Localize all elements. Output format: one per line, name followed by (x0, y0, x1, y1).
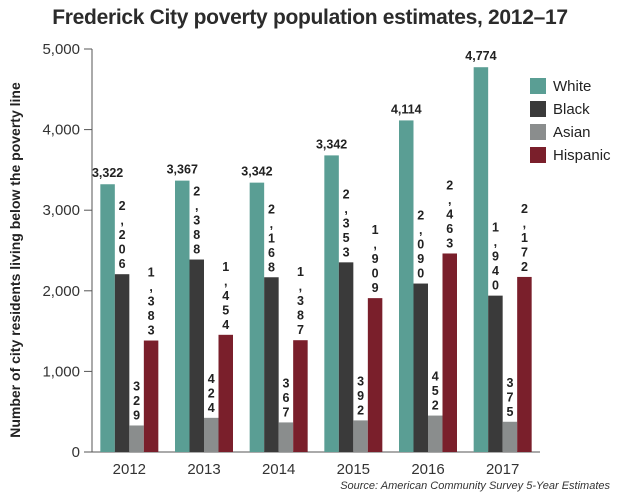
bar-black (189, 259, 204, 452)
bar-black (338, 262, 354, 452)
x-tick-label: 2013 (187, 461, 220, 478)
legend: White Black Asian Hispanic (530, 78, 611, 164)
legend-label: Hispanic (553, 147, 611, 164)
x-tick-label: 2015 (337, 461, 370, 478)
legend-label: White (553, 78, 591, 95)
bar-hispanic (143, 340, 159, 452)
legend-swatch-hispanic (530, 147, 546, 163)
y-axis: 0 1,000 2,000 3,000 4,000 5,000 (42, 41, 93, 461)
data-label: 3,367 (167, 163, 198, 177)
bar-asian (502, 421, 518, 452)
bar-asian (204, 417, 219, 452)
data-label: 4,114 (391, 102, 422, 116)
legend-label: Asian (553, 124, 591, 141)
bar-series-group (100, 67, 532, 453)
y-tick-label: 0 (72, 444, 80, 461)
bar-white (249, 182, 265, 452)
bar-hispanic (442, 253, 457, 452)
bar-white (473, 67, 489, 452)
bar-asian (353, 420, 368, 452)
x-axis: 2012 2013 2014 2015 2016 2017 (92, 451, 540, 478)
data-label: 3,342 (316, 137, 347, 151)
legend-swatch-white (530, 78, 546, 94)
bar-hispanic (367, 298, 383, 452)
y-tick-label: 3,000 (42, 202, 80, 219)
data-label: 3,322 (92, 166, 123, 180)
x-tick-label: 2017 (486, 461, 519, 478)
x-tick-label: 2012 (113, 461, 146, 478)
legend-label: Black (553, 101, 590, 118)
bar-asian (428, 415, 443, 452)
bar-black (114, 274, 130, 452)
y-tick-label: 4,000 (42, 122, 80, 139)
data-label-group: 3,322 2, 2 0 6 3 2 9 1, 3 8 3 3,367 2, 3 8 8 4 2 4 1, 4 5 4 3,34… (92, 49, 528, 422)
legend-swatch-asian (530, 124, 546, 140)
bar-black (413, 283, 428, 452)
chart-source-note: Source: American Community Survey 5-Year… (340, 480, 610, 492)
bar-asian (129, 425, 144, 452)
x-tick-label: 2016 (411, 461, 444, 478)
bar-hispanic (218, 334, 233, 452)
y-tick-label: 1,000 (42, 363, 80, 380)
bar-black (488, 295, 503, 452)
chart-title: Frederick City poverty population estima… (52, 6, 568, 29)
bar-white (100, 184, 115, 452)
bar-white (399, 120, 414, 453)
data-label: 4,774 (465, 49, 496, 63)
y-axis-label: Number of city residents living below th… (7, 82, 23, 438)
y-tick-label: 2,000 (42, 283, 80, 300)
bar-white (175, 180, 190, 452)
y-tick-label: 5,000 (42, 41, 80, 58)
bar-black (264, 277, 279, 452)
bar-hispanic (293, 340, 308, 452)
legend-swatch-black (530, 101, 546, 117)
data-label: 3,342 (241, 165, 272, 179)
bar-white (324, 155, 339, 452)
x-tick-label: 2014 (262, 461, 295, 478)
bar-hispanic (517, 276, 532, 452)
bar-asian (278, 422, 294, 452)
